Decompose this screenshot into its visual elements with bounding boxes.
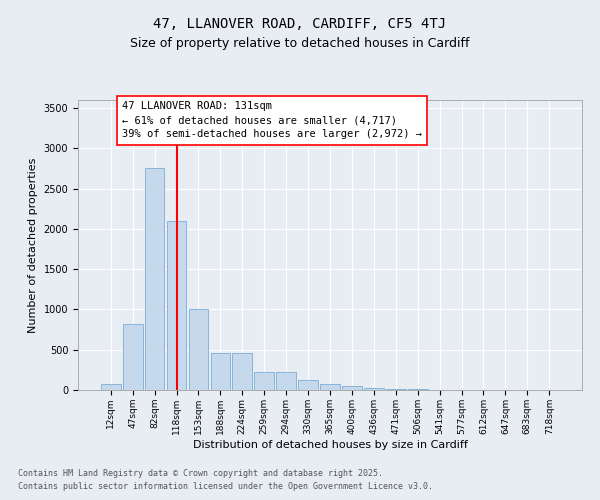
Bar (320, 384, 340, 390)
Bar (386, 389, 406, 390)
Text: 47 LLANOVER ROAD: 131sqm
← 61% of detached houses are smaller (4,717)
39% of sem: 47 LLANOVER ROAD: 131sqm ← 61% of detach… (122, 102, 422, 140)
Bar (167, 221, 187, 390)
Bar (145, 168, 164, 390)
X-axis label: Distribution of detached houses by size in Cardiff: Distribution of detached houses by size … (193, 440, 467, 450)
Bar (364, 388, 384, 390)
Text: 47, LLANOVER ROAD, CARDIFF, CF5 4TJ: 47, LLANOVER ROAD, CARDIFF, CF5 4TJ (154, 18, 446, 32)
Y-axis label: Number of detached properties: Number of detached properties (28, 158, 38, 332)
Bar (211, 353, 230, 390)
Bar (342, 386, 362, 390)
Bar (123, 324, 143, 390)
Bar (276, 372, 296, 390)
Text: Contains HM Land Registry data © Crown copyright and database right 2025.: Contains HM Land Registry data © Crown c… (18, 468, 383, 477)
Text: Contains public sector information licensed under the Open Government Licence v3: Contains public sector information licen… (18, 482, 433, 491)
Bar (101, 384, 121, 390)
Text: Size of property relative to detached houses in Cardiff: Size of property relative to detached ho… (130, 38, 470, 51)
Bar (188, 308, 208, 390)
Bar (298, 380, 318, 390)
Bar (254, 372, 274, 390)
Bar (408, 389, 428, 390)
Bar (232, 353, 252, 390)
